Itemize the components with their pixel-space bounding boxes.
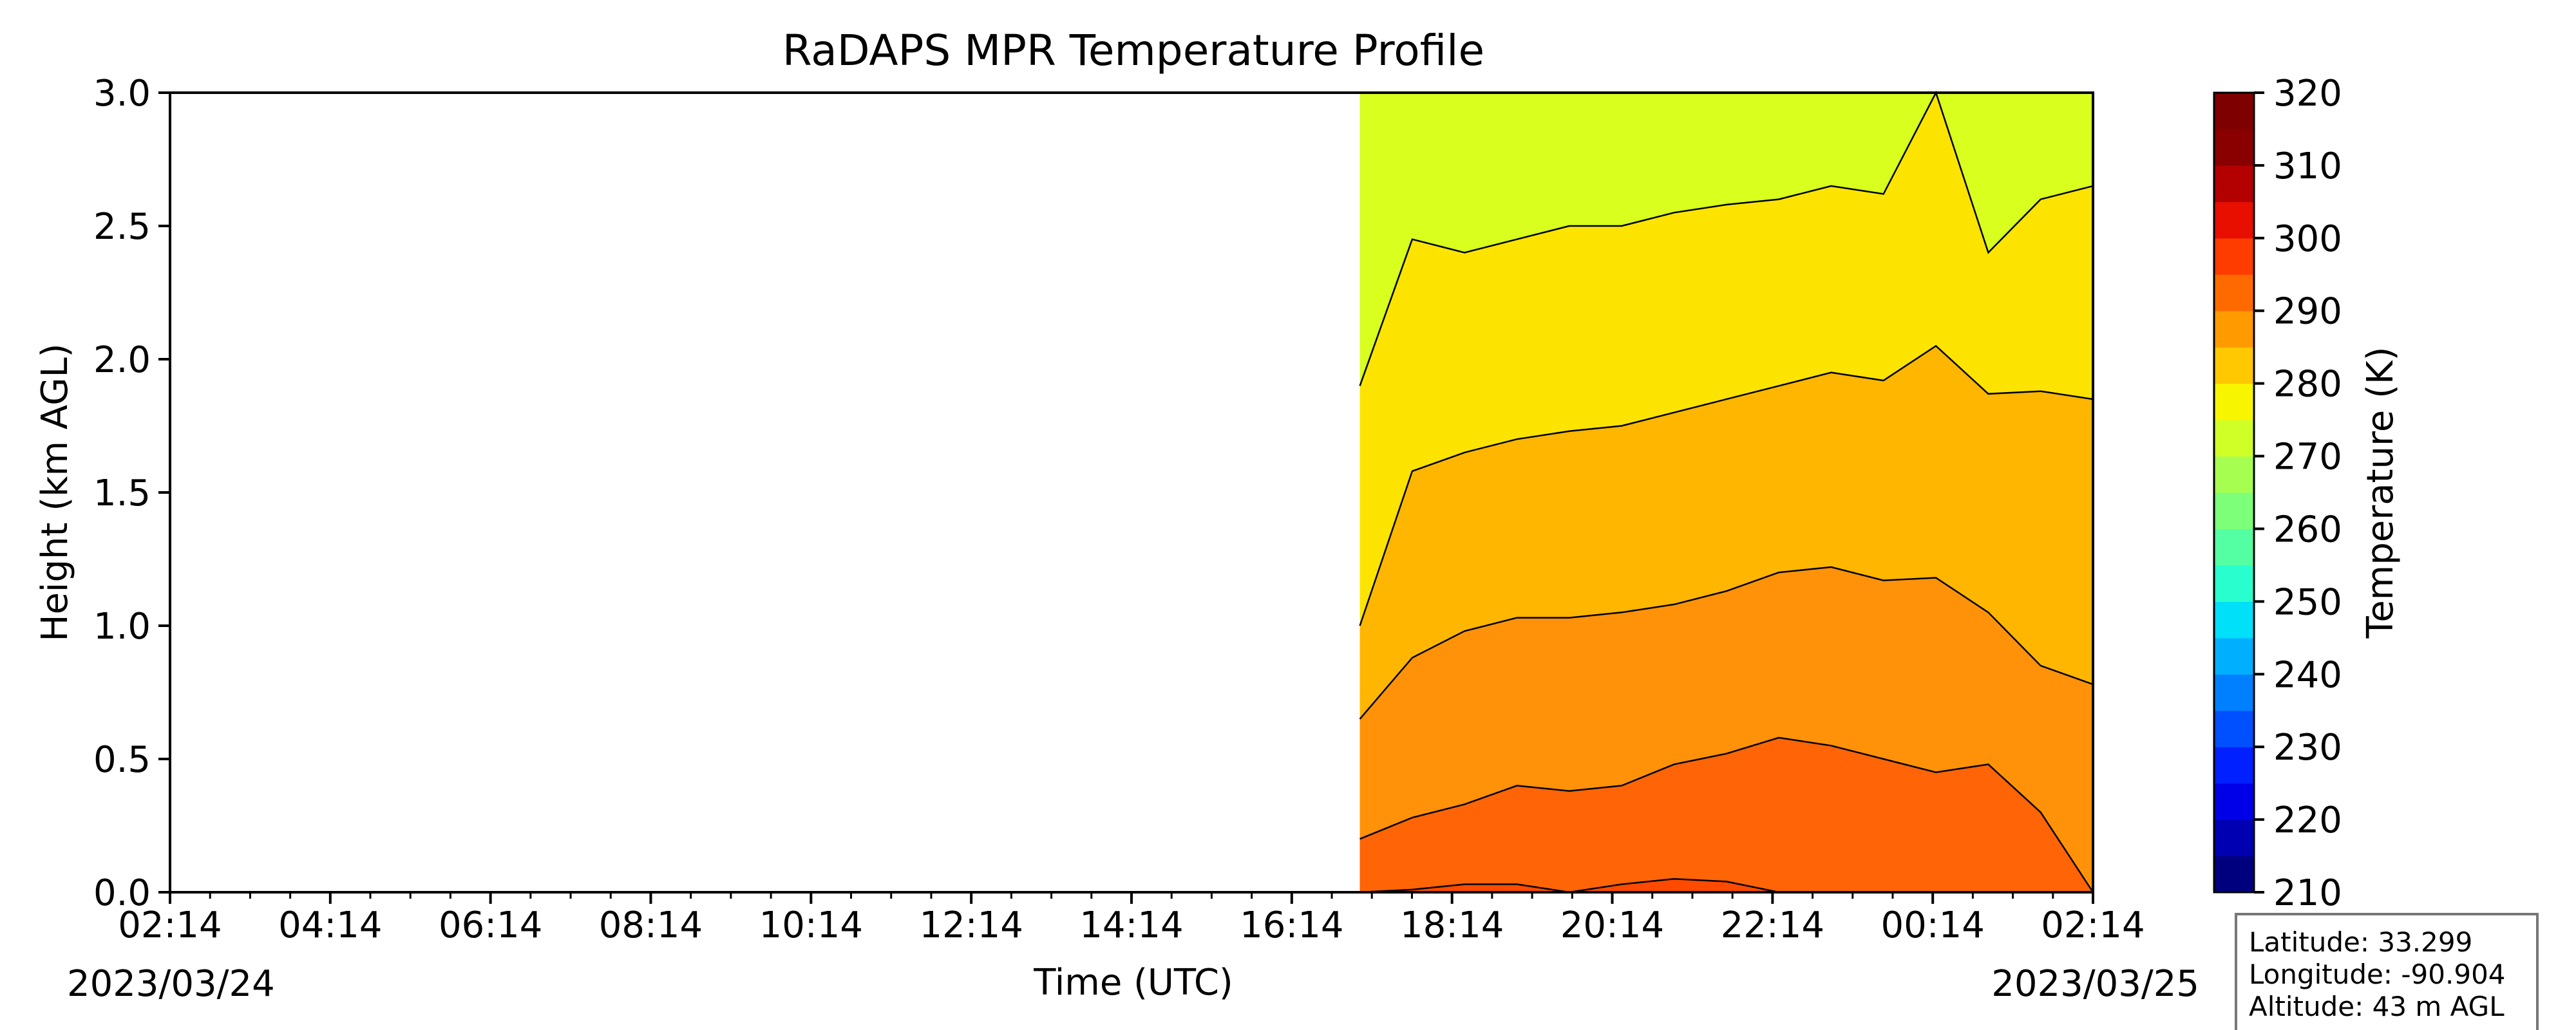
info-box-frame bbox=[2235, 913, 2539, 1030]
y-tick-label: 3.0 bbox=[93, 73, 151, 115]
chart-title: RaDAPS MPR Temperature Profile bbox=[782, 26, 1484, 75]
colorbar-segment bbox=[2214, 492, 2254, 530]
colorbar bbox=[2214, 93, 2254, 893]
y-tick-label: 1.5 bbox=[93, 473, 151, 514]
x-tick-label: 14:14 bbox=[1079, 904, 1183, 946]
y-tick-label: 2.5 bbox=[93, 206, 151, 248]
altitude-text: Altitude: 43 m AGL bbox=[2249, 991, 2505, 1022]
x-tick-label: 20:14 bbox=[1560, 904, 1664, 946]
contour-line-285K bbox=[1359, 90, 2094, 386]
colorbar-tick-label: 310 bbox=[2273, 145, 2342, 187]
longitude-text: Longitude: -90.904 bbox=[2249, 959, 2506, 990]
colorbar-tick-label: 290 bbox=[2273, 291, 2342, 333]
colorbar-segment bbox=[2214, 238, 2254, 275]
colorbar-segment bbox=[2214, 201, 2254, 239]
x-tick-label: 08:14 bbox=[599, 904, 703, 946]
colorbar-segment bbox=[2214, 674, 2254, 711]
x-tick-label: 02:14 bbox=[118, 904, 222, 946]
colorbar-segment bbox=[2214, 347, 2254, 384]
x-tick-label: 10:14 bbox=[759, 904, 863, 946]
x-tick-label: 12:14 bbox=[919, 904, 1023, 946]
colorbar-tick-label: 260 bbox=[2273, 509, 2342, 550]
contour-line-300K bbox=[1359, 736, 2094, 893]
colorbar-tick-label: 240 bbox=[2273, 654, 2342, 696]
y-tick-label: 0.0 bbox=[93, 872, 151, 914]
x-axis: 02:14 04:14 06:14 08:14 10:14 12:14 14:14 16:14… bbox=[118, 892, 2145, 946]
colorbar-segment bbox=[2214, 383, 2254, 420]
colorbar-segment bbox=[2214, 129, 2254, 166]
contour-line-295K bbox=[1359, 566, 2094, 720]
latitude-text: Latitude: 33.299 bbox=[2249, 926, 2472, 958]
colorbar-segment bbox=[2214, 529, 2254, 566]
temperature-contour-fill bbox=[1359, 93, 2093, 892]
contour-line-290K bbox=[1359, 344, 2094, 626]
x-tick-label: 18:14 bbox=[1400, 904, 1504, 946]
x-axis-label: Time (UTC) bbox=[1033, 962, 1233, 1004]
colorbar-tick-label: 270 bbox=[2273, 436, 2342, 478]
band-300K bbox=[1359, 737, 2093, 892]
colorbar-segment bbox=[2214, 310, 2254, 348]
x-tick-label: 04:14 bbox=[278, 904, 382, 946]
colorbar-segment bbox=[2214, 165, 2254, 202]
y-axis-label: Height (km AGL) bbox=[34, 343, 76, 641]
colorbar-segment bbox=[2214, 565, 2254, 602]
colorbar-tick-label: 220 bbox=[2273, 800, 2342, 841]
date-start-label: 2023/03/24 bbox=[67, 963, 275, 1005]
colorbar-tick-label: 280 bbox=[2273, 364, 2342, 406]
colorbar-ticks: 210 220 230 240 250 260 270 280 290 300 310 320 bbox=[2254, 73, 2342, 914]
colorbar-segment bbox=[2214, 274, 2254, 312]
colorbar-tick-label: 320 bbox=[2273, 73, 2342, 115]
colorbar-tick-label: 300 bbox=[2273, 218, 2342, 260]
y-tick-label: 2.0 bbox=[93, 339, 151, 381]
colorbar-segment bbox=[2214, 420, 2254, 457]
x-tick-label: 02:14 bbox=[2041, 904, 2145, 946]
colorbar-segment bbox=[2214, 601, 2254, 639]
colorbar-segment bbox=[2214, 710, 2254, 747]
date-end-label: 2023/03/25 bbox=[1991, 963, 2199, 1005]
colorbar-segment bbox=[2214, 456, 2254, 493]
colorbar-segment bbox=[2214, 819, 2254, 857]
colorbar-segment bbox=[2214, 93, 2254, 130]
y-tick-label: 0.5 bbox=[93, 739, 151, 781]
x-tick-label: 22:14 bbox=[1721, 904, 1824, 946]
colorbar-frame bbox=[2213, 91, 2255, 894]
colorbar-segment bbox=[2214, 856, 2254, 893]
colorbar-tick-label: 250 bbox=[2273, 581, 2342, 623]
colorbar-tick-label: 230 bbox=[2273, 727, 2342, 769]
colorbar-segment bbox=[2214, 637, 2254, 675]
x-tick-label: 16:14 bbox=[1240, 904, 1343, 946]
x-tick-label: 06:14 bbox=[439, 904, 542, 946]
colorbar-segment bbox=[2214, 783, 2254, 820]
x-tick-label: 00:14 bbox=[1880, 904, 1984, 946]
colorbar-segment bbox=[2214, 747, 2254, 784]
y-axis: 0.0 0.5 1.0 1.5 2.0 2.5 3.0 bbox=[93, 73, 170, 914]
colorbar-label: Temperature (K) bbox=[2360, 347, 2401, 639]
colorbar-tick-label: 210 bbox=[2273, 872, 2342, 914]
y-tick-label: 1.0 bbox=[93, 606, 151, 648]
info-box: Latitude: 33.299 Longitude: -90.904 Alti… bbox=[2235, 913, 2539, 1030]
